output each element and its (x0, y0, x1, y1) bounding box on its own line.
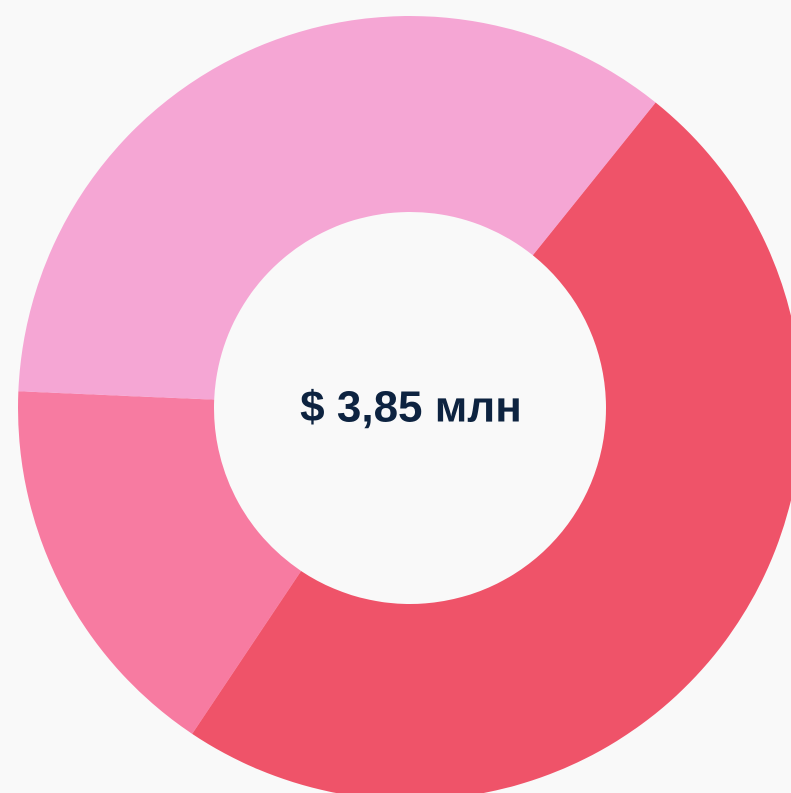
donut-slice (17, 391, 302, 734)
donut-slice (192, 102, 791, 793)
center-label: $ 3,85 млн (300, 383, 522, 432)
donut-slice (18, 16, 656, 400)
slices (17, 16, 791, 793)
